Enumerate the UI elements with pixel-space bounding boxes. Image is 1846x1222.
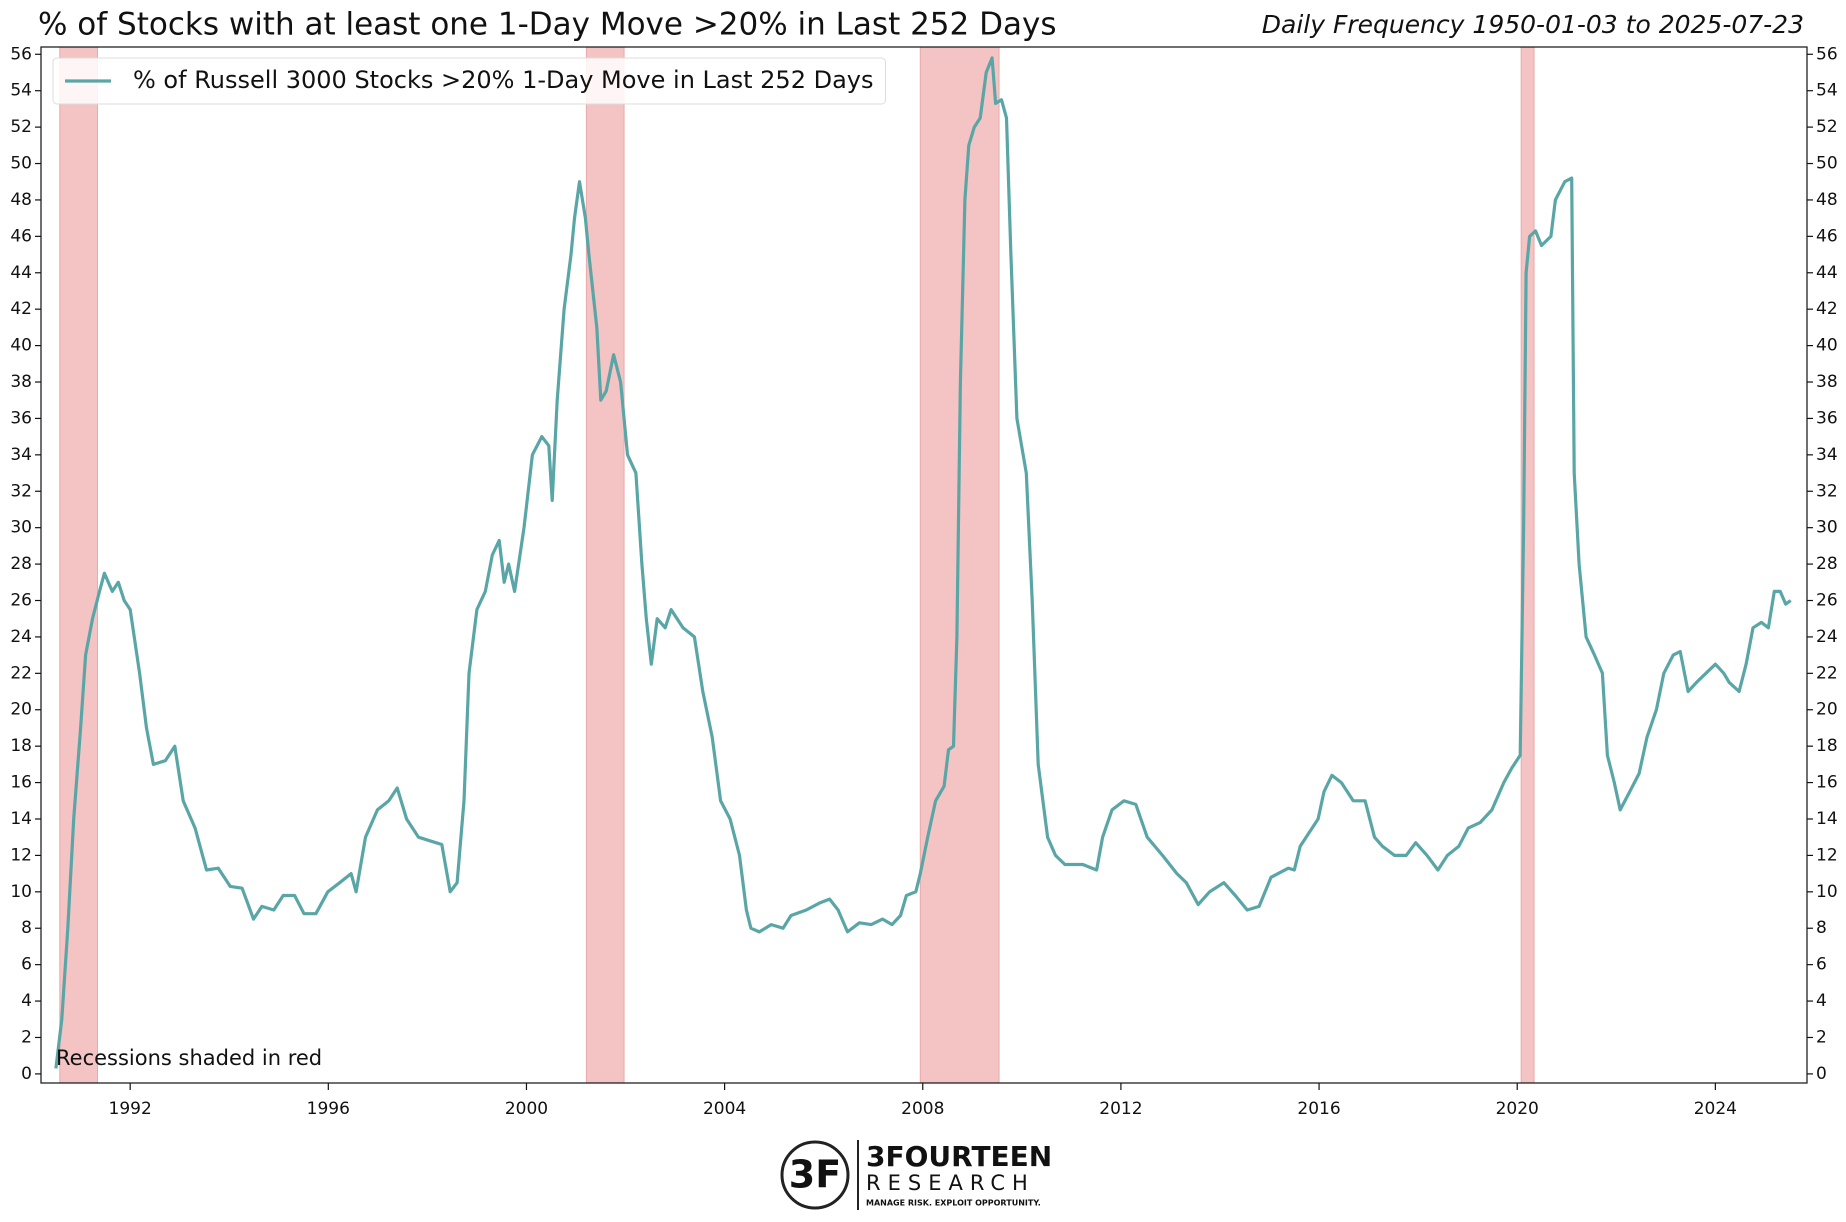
legend: % of Russell 3000 Stocks >20% 1-Day Move… [52, 57, 886, 105]
y2-tick-label: 44 [1816, 263, 1838, 283]
y2-tick-label: 20 [1816, 700, 1838, 720]
y-tick-label: 0 [21, 1064, 32, 1084]
y2-tick-label: 50 [1816, 154, 1838, 174]
logo-name: 3FOURTEEN [866, 1140, 1052, 1173]
logo-tagline: MANAGE RISK. EXPLOIT OPPORTUNITY. [866, 1199, 1041, 1208]
y2-tick-label: 4 [1816, 991, 1827, 1011]
x-tick-label: 2004 [703, 1099, 746, 1119]
y-tick-label: 46 [10, 226, 32, 246]
y-tick-label: 18 [10, 736, 32, 756]
y2-tick-label: 8 [1816, 918, 1827, 938]
y2-tick-label: 22 [1816, 663, 1838, 683]
y-tick-label: 22 [10, 663, 32, 683]
y2-tick-label: 28 [1816, 554, 1838, 574]
y-tick-label: 8 [21, 918, 32, 938]
y-tick-label: 56 [10, 44, 32, 64]
plot-frame [40, 46, 1808, 1084]
y2-tick-label: 40 [1816, 336, 1838, 356]
chart-title: % of Stocks with at least one 1-Day Move… [38, 7, 1056, 43]
x-tick-label: 2012 [1099, 1099, 1142, 1119]
x-tick-label: 2000 [505, 1099, 548, 1119]
logo-circle [780, 1140, 850, 1210]
y-tick-label: 30 [10, 518, 32, 538]
y2-tick-label: 38 [1816, 372, 1838, 392]
chart-subtitle: Daily Frequency 1950-01-03 to 2025-07-23 [1262, 10, 1804, 39]
y-tick-label: 20 [10, 700, 32, 720]
y2-tick-label: 36 [1816, 408, 1838, 428]
y-tick-label: 52 [10, 117, 32, 137]
recession-band [59, 46, 98, 1084]
x-tick-label: 2008 [901, 1099, 944, 1119]
y2-tick-label: 12 [1816, 845, 1838, 865]
y-tick-label: 10 [10, 882, 32, 902]
y-tick-label: 36 [10, 408, 32, 428]
y2-tick-label: 14 [1816, 809, 1838, 829]
y-tick-label: 6 [21, 955, 32, 975]
y2-tick-label: 54 [1816, 81, 1838, 101]
y2-tick-label: 32 [1816, 481, 1838, 501]
x-tick-label: 2016 [1297, 1099, 1340, 1119]
y-tick-label: 28 [10, 554, 32, 574]
y-tick-label: 4 [21, 991, 32, 1011]
x-tick-label: 1992 [109, 1099, 152, 1119]
y2-tick-label: 30 [1816, 518, 1838, 538]
y-tick-label: 48 [10, 190, 32, 210]
y-tick-label: 54 [10, 81, 32, 101]
y2-tick-label: 2 [1816, 1027, 1827, 1047]
y-tick-label: 38 [10, 372, 32, 392]
y-tick-label: 26 [10, 591, 32, 611]
y-tick-label: 32 [10, 481, 32, 501]
y2-tick-label: 24 [1816, 627, 1838, 647]
y2-tick-label: 42 [1816, 299, 1838, 319]
y-tick-label: 16 [10, 773, 32, 793]
y-tick-label: 50 [10, 154, 32, 174]
y2-tick-label: 10 [1816, 882, 1838, 902]
y2-tick-label: 6 [1816, 955, 1827, 975]
y-tick-label: 44 [10, 263, 32, 283]
y-tick-label: 14 [10, 809, 32, 829]
recession-band [585, 46, 625, 1084]
y2-tick-label: 18 [1816, 736, 1838, 756]
y-tick-label: 2 [21, 1027, 32, 1047]
logo-mark: 3F [789, 1153, 841, 1197]
x-tick-label: 1996 [307, 1099, 350, 1119]
series-line [54, 56, 1792, 1069]
y2-tick-label: 48 [1816, 190, 1838, 210]
y-tick-label: 42 [10, 299, 32, 319]
y2-tick-label: 52 [1816, 117, 1838, 137]
legend-label: % of Russell 3000 Stocks >20% 1-Day Move… [133, 66, 873, 94]
recession-band [919, 46, 1000, 1084]
y2-tick-label: 56 [1816, 44, 1838, 64]
legend-box [52, 57, 886, 105]
annotation: Recessions shaded in red [56, 1046, 322, 1070]
y-tick-label: 24 [10, 627, 32, 647]
y2-tick-label: 26 [1816, 591, 1838, 611]
y-tick-label: 40 [10, 336, 32, 356]
y2-tick-label: 34 [1816, 445, 1838, 465]
logo-sub: RESEARCH [866, 1171, 1035, 1195]
y2-tick-label: 0 [1816, 1064, 1827, 1084]
y-tick-label: 34 [10, 445, 32, 465]
y-tick-label: 12 [10, 845, 32, 865]
x-tick-label: 2024 [1694, 1099, 1737, 1119]
y2-tick-label: 16 [1816, 773, 1838, 793]
y2-tick-label: 46 [1816, 226, 1838, 246]
x-tick-label: 2020 [1496, 1099, 1539, 1119]
logo: 3F 3FOURTEEN RESEARCH MANAGE RISK. EXPLO… [780, 1140, 1052, 1210]
